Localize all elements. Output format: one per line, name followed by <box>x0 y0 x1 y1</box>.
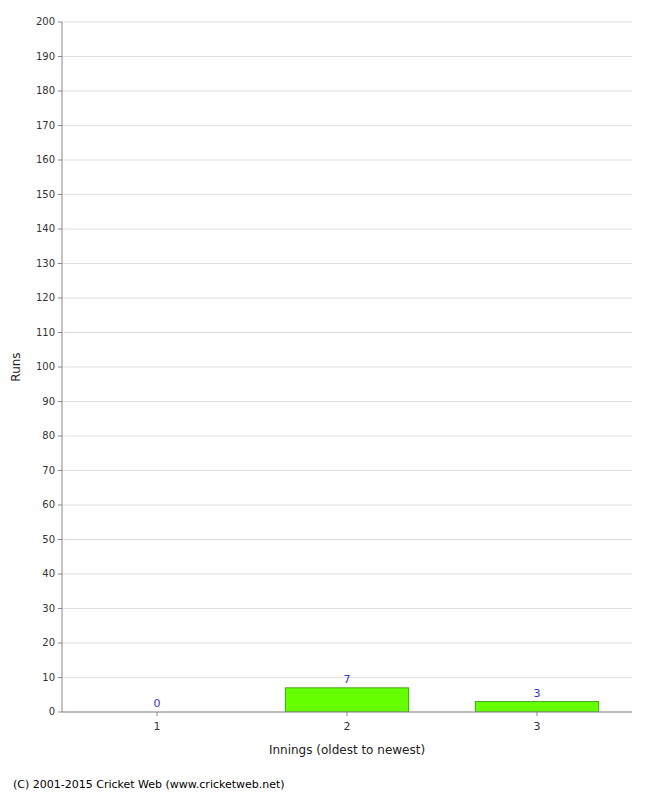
y-tick <box>58 677 62 678</box>
y-tick-label: 10 <box>42 672 55 683</box>
y-tick-label: 150 <box>36 189 55 200</box>
y-tick-label: 130 <box>36 258 55 269</box>
data-label: 7 <box>344 673 351 686</box>
y-tick <box>58 367 62 368</box>
footer-text: (C) 2001-2015 Cricket Web (www.cricketwe… <box>13 778 285 791</box>
grid-line <box>62 194 632 195</box>
x-axis-label: Innings (oldest to newest) <box>269 743 425 757</box>
y-tick-label: 50 <box>42 534 55 545</box>
bar <box>285 688 409 712</box>
y-tick <box>58 229 62 230</box>
y-tick <box>58 56 62 57</box>
y-tick-label: 90 <box>42 396 55 407</box>
y-tick <box>58 539 62 540</box>
grid-line <box>62 125 632 126</box>
y-tick <box>58 298 62 299</box>
grid-line <box>62 229 632 230</box>
y-tick-label: 110 <box>36 327 55 338</box>
x-tick-label: 3 <box>534 720 541 733</box>
y-tick <box>58 643 62 644</box>
y-tick <box>58 194 62 195</box>
y-tick <box>58 608 62 609</box>
y-tick <box>58 505 62 506</box>
y-tick <box>58 470 62 471</box>
grid-line <box>62 56 632 57</box>
chart-svg: 0102030405060708090100110120130140150160… <box>0 0 650 800</box>
x-tick-label: 2 <box>344 720 351 733</box>
grid-line <box>62 608 632 609</box>
y-tick-label: 180 <box>36 85 55 96</box>
grid-line <box>62 401 632 402</box>
grid-line <box>62 436 632 437</box>
y-axis-ticks: 0 10 20 30 40 50 60 70 80 90 100 110 120 130 140 150 160… <box>36 16 62 717</box>
y-tick-label: 200 <box>36 16 55 27</box>
chart-container: 0102030405060708090100110120130140150160… <box>0 0 650 800</box>
y-tick <box>58 263 62 264</box>
grid-line <box>62 332 632 333</box>
y-tick <box>58 22 62 23</box>
bar <box>475 702 599 712</box>
x-tick-label: 1 <box>154 720 161 733</box>
grid-line <box>62 539 632 540</box>
data-label: 3 <box>534 687 541 700</box>
grid-line <box>62 643 632 644</box>
y-tick-label: 120 <box>36 292 55 303</box>
grid-line <box>62 22 632 23</box>
y-tick-label: 160 <box>36 154 55 165</box>
grid-line <box>62 470 632 471</box>
y-tick <box>58 160 62 161</box>
y-tick-label: 30 <box>42 603 55 614</box>
bars <box>285 688 599 712</box>
data-labels: 0 7 3 <box>154 673 541 710</box>
y-tick-label: 70 <box>42 465 55 476</box>
y-tick-label: 190 <box>36 51 55 62</box>
y-tick-label: 100 <box>36 361 55 372</box>
y-tick <box>58 91 62 92</box>
y-tick-label: 140 <box>36 223 55 234</box>
data-label: 0 <box>154 697 161 710</box>
x-tick <box>347 712 348 716</box>
y-tick <box>58 712 62 713</box>
x-tick <box>157 712 158 716</box>
grid-line <box>62 91 632 92</box>
y-tick <box>58 574 62 575</box>
x-tick <box>537 712 538 716</box>
y-tick-label: 40 <box>42 568 55 579</box>
y-tick <box>58 436 62 437</box>
y-tick-label: 60 <box>42 499 55 510</box>
grid-line <box>62 298 632 299</box>
grid-line <box>62 263 632 264</box>
grid-line <box>62 367 632 368</box>
y-tick-label: 80 <box>42 430 55 441</box>
y-axis-label: Runs <box>9 352 23 381</box>
y-tick <box>58 125 62 126</box>
grid <box>62 22 632 712</box>
y-tick <box>58 401 62 402</box>
y-tick-label: 0 <box>49 706 55 717</box>
grid-line <box>62 160 632 161</box>
grid-line <box>62 574 632 575</box>
y-tick-label: 20 <box>42 637 55 648</box>
grid-line <box>62 505 632 506</box>
y-axis-line <box>62 22 63 712</box>
y-tick-label: 170 <box>36 120 55 131</box>
y-tick <box>58 332 62 333</box>
x-axis-ticks: 1 2 3 <box>154 712 541 733</box>
